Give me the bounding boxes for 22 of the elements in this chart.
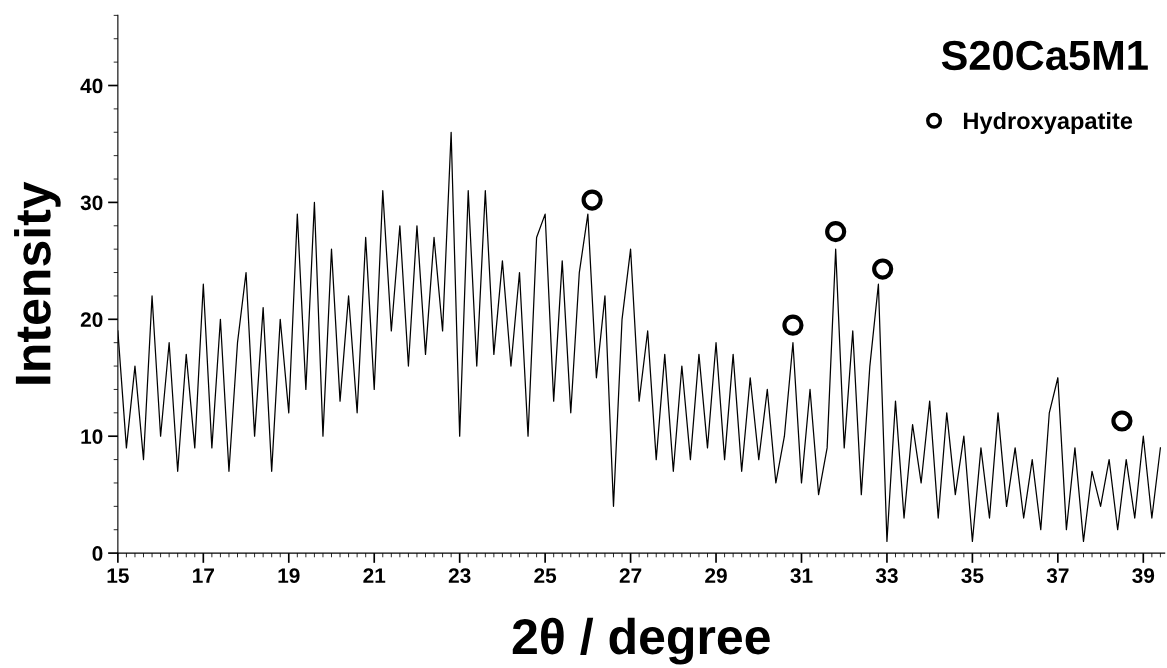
x-tick-label: 17 — [193, 568, 214, 583]
chart-title: S20Ca5M1 — [941, 40, 1148, 71]
y-tick-label: 10 — [81, 429, 103, 444]
y-tick-label: 40 — [80, 78, 103, 94]
x-tick-label: 33 — [875, 568, 898, 584]
x-tick-label: 21 — [363, 568, 386, 583]
x-tick-label: 37 — [1046, 568, 1069, 584]
y-tick-label: 20 — [80, 312, 103, 328]
x-tick-label: 35 — [961, 568, 984, 584]
y-tick-label: 0 — [92, 546, 103, 561]
x-tick-label: 27 — [619, 568, 642, 583]
x-axis-title: 2θ / degree — [512, 617, 770, 665]
y-axis-title: Intensity — [14, 181, 61, 384]
x-tick-label: 23 — [448, 568, 471, 584]
x-tick-label: 31 — [790, 568, 813, 584]
x-tick-label: 29 — [705, 568, 727, 583]
y-tick-label: 30 — [80, 195, 103, 211]
x-tick-label: 25 — [534, 568, 557, 583]
x-tick-label: 15 — [107, 568, 129, 583]
x-tick-label: 19 — [278, 568, 300, 583]
legend-label: Hydroxyapatite — [963, 111, 1133, 134]
x-tick-label: 39 — [1132, 568, 1155, 584]
